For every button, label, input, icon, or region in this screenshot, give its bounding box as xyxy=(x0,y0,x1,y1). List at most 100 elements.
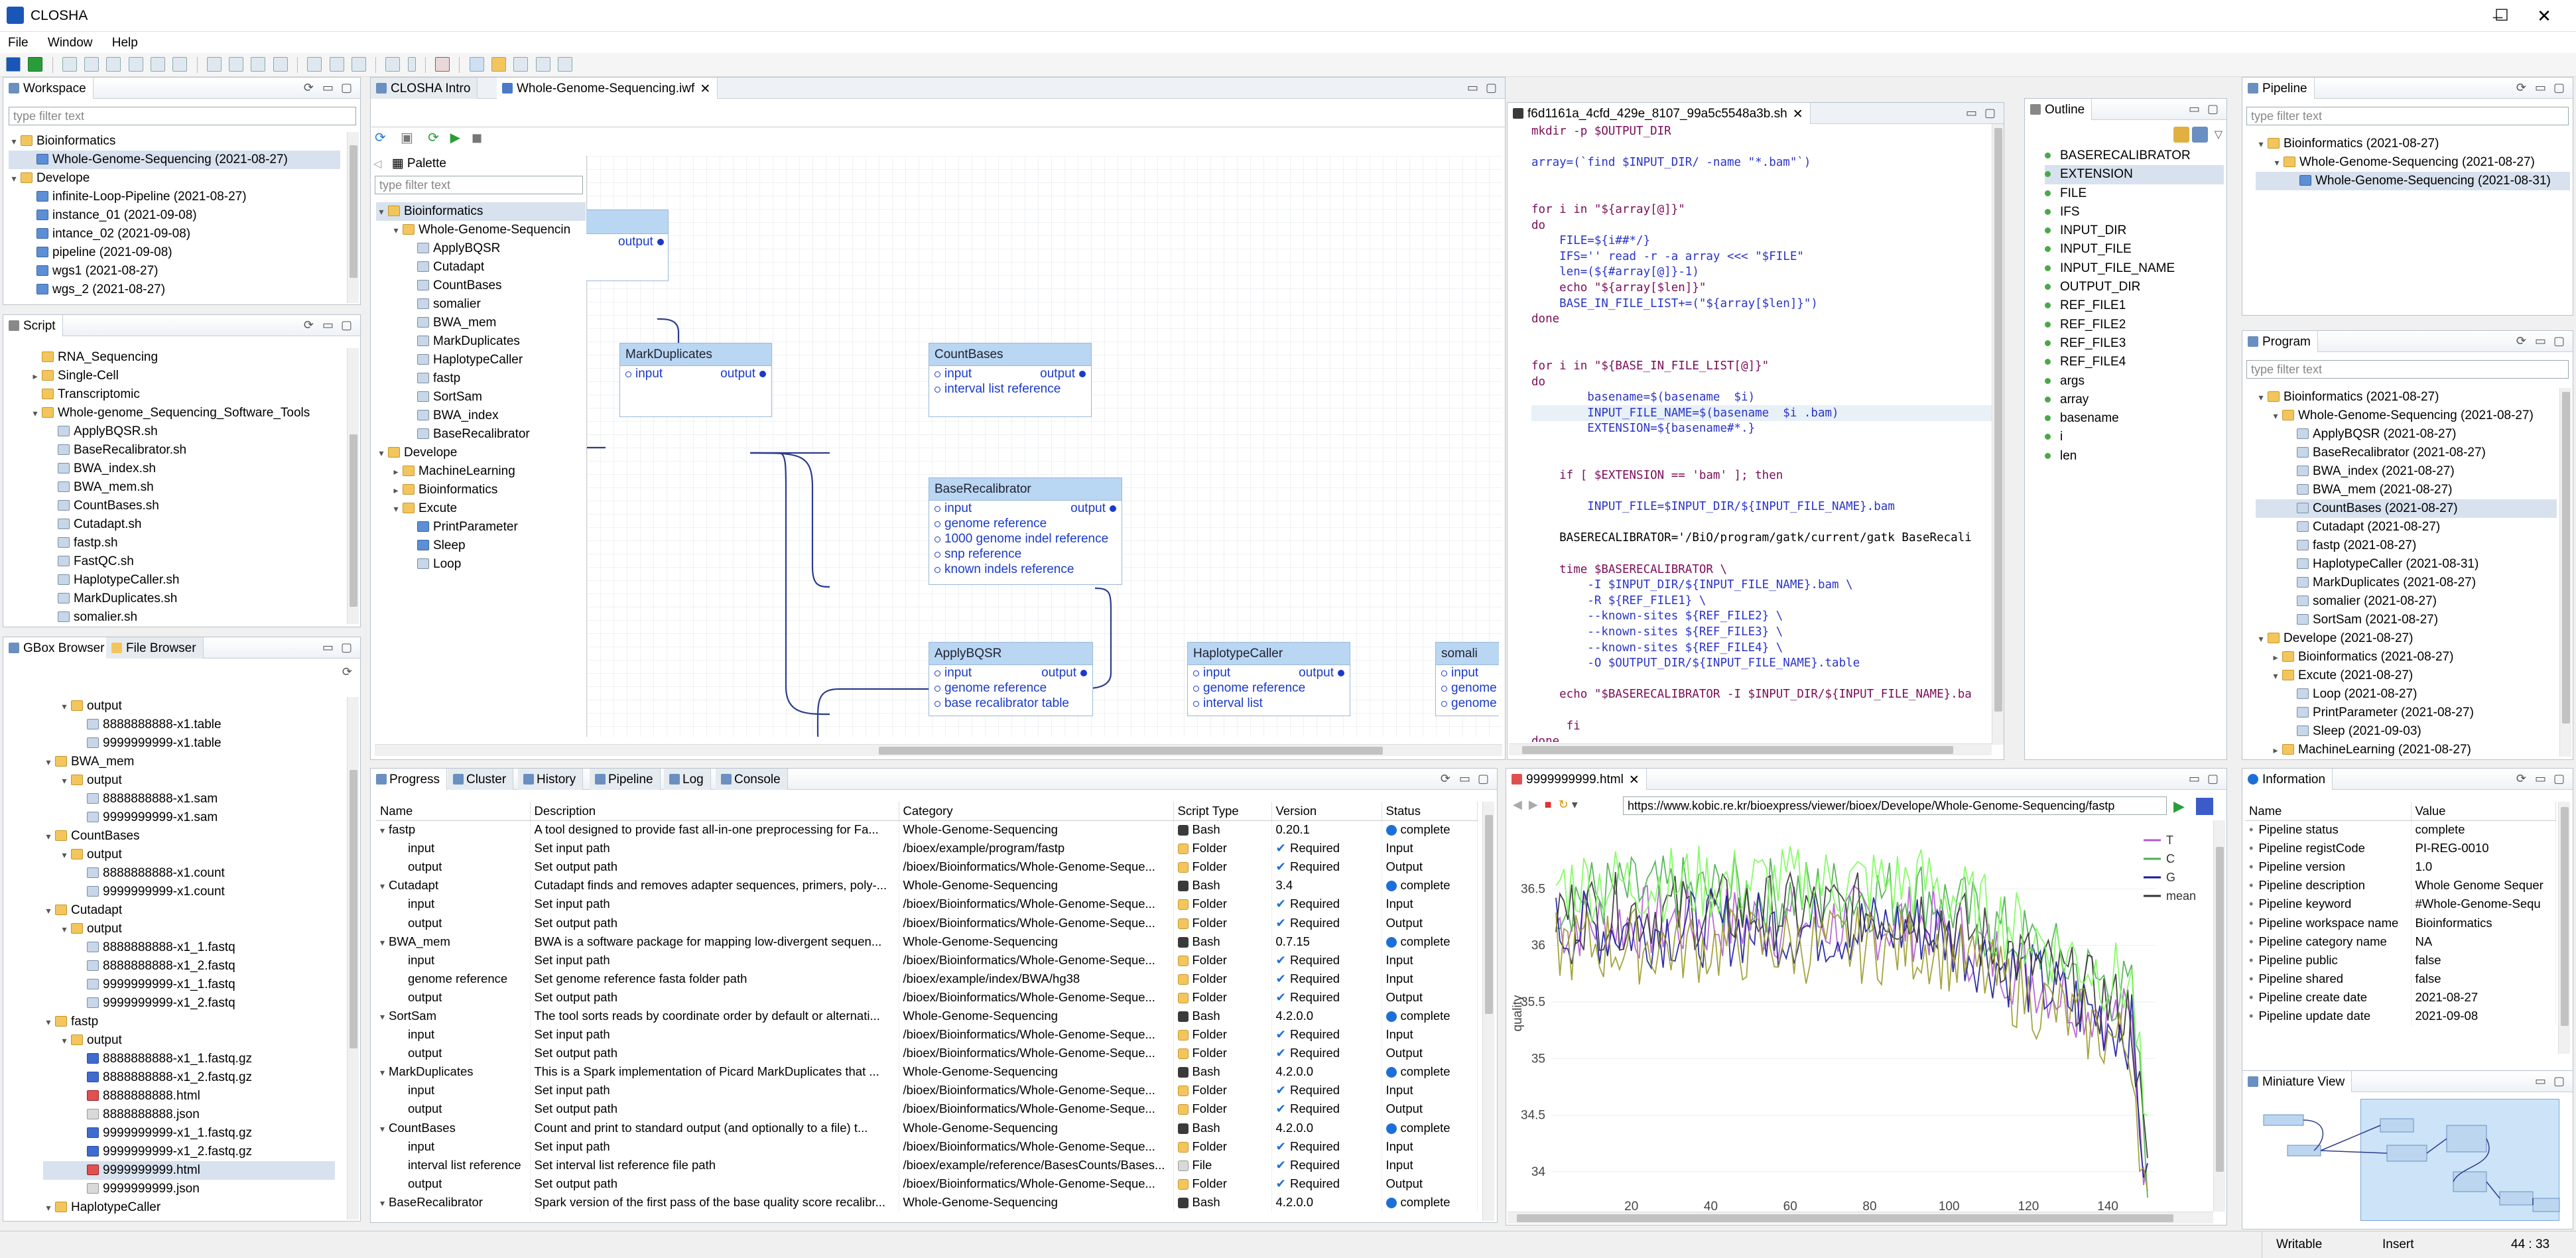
tree-node[interactable]: ▾ Excute (2021-08-27) xyxy=(2256,666,2557,685)
maximize-view-icon[interactable]: ▢ xyxy=(2553,1074,2565,1088)
expand-toggle-icon[interactable]: ▾ xyxy=(2273,670,2278,681)
expand-toggle-icon[interactable]: ▾ xyxy=(62,924,67,934)
expand-toggle-icon[interactable]: ▾ xyxy=(62,849,67,860)
expand-toggle-icon[interactable]: ▾ xyxy=(2258,392,2264,403)
tree-node[interactable]: 9999999999.json xyxy=(43,1180,335,1198)
table-row[interactable]: ▾ MarkDuplicates This is a Spark implement… xyxy=(376,1062,1478,1082)
minimize-view-icon[interactable]: ▭ xyxy=(2534,81,2546,94)
tab-file-browser[interactable]: File Browser xyxy=(106,637,204,659)
expand-toggle-icon[interactable]: ▸ xyxy=(393,466,399,477)
viewer-scrollbar[interactable] xyxy=(2213,820,2225,1212)
expand-toggle-icon[interactable]: ▾ xyxy=(393,503,399,514)
info-row[interactable]: • Pipeline category name NA xyxy=(2245,932,2556,951)
paragraph-icon[interactable] xyxy=(535,57,550,72)
view-menu-icon[interactable]: ▽ xyxy=(2214,129,2222,141)
info-row[interactable]: • Pipeline public false xyxy=(2245,950,2556,970)
run-all-icon[interactable]: ⟳ xyxy=(428,131,439,145)
tree-node[interactable]: fastp xyxy=(376,369,586,388)
info-row[interactable]: • Pipeline keyword #Whole-Genome-Sequ xyxy=(2245,895,2556,914)
tab-history[interactable]: History xyxy=(518,769,584,790)
expand-toggle-icon[interactable]: ▾ xyxy=(46,905,51,916)
outline-item[interactable]: args xyxy=(2045,372,2224,391)
tree-node[interactable]: 9999999999-x1_2.fastq xyxy=(43,994,335,1013)
tree-node[interactable]: instance_01 (2021-09-08) xyxy=(9,206,340,225)
tree-node[interactable]: ▾ Whole-Genome-Sequencin xyxy=(376,221,586,239)
table-row[interactable]: input Set input path/bioex/example/progra… xyxy=(376,839,1478,858)
tree-node[interactable]: Transcriptomic xyxy=(30,385,342,404)
tree-node[interactable]: 9999999999-x1.count xyxy=(43,883,335,901)
workflow-node-partial[interactable]: output xyxy=(586,210,669,281)
expand-toggle-icon[interactable]: ▾ xyxy=(11,136,17,147)
tree-node[interactable]: BWA_mem (2021-08-27) xyxy=(2256,481,2557,499)
tree-node[interactable]: ▸ Single-Cell xyxy=(30,367,342,385)
export-icon[interactable] xyxy=(172,57,188,72)
maximize-view-icon[interactable]: ▢ xyxy=(2207,102,2219,115)
column-header[interactable]: Status xyxy=(1382,802,1478,821)
expand-toggle-icon[interactable]: ▾ xyxy=(46,1202,51,1213)
tree-node[interactable]: 8888888888-x1.sam xyxy=(43,790,335,808)
expand-toggle-icon[interactable]: ▾ xyxy=(393,225,399,235)
tree-node[interactable]: FastQC.sh xyxy=(30,552,342,571)
tree-node[interactable]: Whole-Genome-Sequencing (2021-08-27) xyxy=(9,151,340,169)
tree-node[interactable]: BWA_mem.sh xyxy=(30,478,342,497)
tree-node[interactable]: Sleep xyxy=(376,536,586,555)
properties-icon[interactable] xyxy=(273,57,288,72)
tree-node[interactable]: CountBases xyxy=(376,277,586,295)
expand-toggle-icon[interactable]: ▸ xyxy=(393,485,399,495)
tree-node[interactable]: PrintParameter (2021-08-27) xyxy=(2256,704,2557,722)
tree-node[interactable]: ▾ Whole-genome_Sequencing_Software_Tools xyxy=(30,404,342,422)
expand-toggle-icon[interactable]: ▸ xyxy=(2273,652,2278,662)
tree-node[interactable]: ▾ Cutadapt xyxy=(43,901,335,920)
node-baserecalibrator[interactable]: BaseRecalibrator input output genome refe… xyxy=(929,477,1122,585)
viewer-hscrollbar[interactable] xyxy=(1508,1212,2213,1224)
minimize-view-icon[interactable]: ▭ xyxy=(2534,772,2546,785)
outline-item[interactable]: basename xyxy=(2045,409,2224,428)
tab-progress[interactable]: Progress xyxy=(371,769,448,790)
maximize-view-icon[interactable]: ▢ xyxy=(340,318,352,332)
expand-toggle-icon[interactable]: ▾ xyxy=(2273,410,2278,421)
code-vscrollbar[interactable] xyxy=(1992,124,2004,745)
code-hscrollbar[interactable] xyxy=(1509,743,1992,755)
column-header[interactable]: Version xyxy=(1271,802,1382,821)
workspace-filter-input[interactable]: type filter text xyxy=(9,107,356,125)
tree-node[interactable]: 8888888888-x1_1.fastq.gz xyxy=(43,1050,335,1068)
tree-node[interactable]: somalier (2021-08-27) xyxy=(2256,592,2557,611)
table-row[interactable]: output Set output path/bioex/Bioinformati… xyxy=(376,1174,1478,1193)
maximize-view-icon[interactable]: ▢ xyxy=(1485,81,1497,94)
table-row[interactable]: ▾ CountBases Count and print to standard o… xyxy=(376,1118,1478,1137)
tree-node[interactable]: BaseRecalibrator (2021-08-27) xyxy=(2256,444,2557,462)
duplicate-icon[interactable] xyxy=(385,57,401,72)
workspace-scrollbar[interactable] xyxy=(347,132,359,303)
run-icon[interactable]: ▶ xyxy=(450,131,460,145)
tree-node[interactable]: 8888888888-x1.count xyxy=(43,864,335,883)
outline-item[interactable]: len xyxy=(2045,447,2224,466)
dropdown-icon[interactable] xyxy=(407,57,416,72)
info-row[interactable]: • Pipeline description Whole Genome Sequer xyxy=(2245,876,2556,895)
tree-node[interactable]: pipeline (2021-09-08) xyxy=(9,243,340,262)
table-row[interactable]: input Set input path/bioex/Bioinformatics… xyxy=(376,1137,1478,1156)
tree-node[interactable]: CountBases.sh xyxy=(30,497,342,515)
new-workspace-icon[interactable] xyxy=(6,57,21,72)
maximize-view-icon[interactable]: ▢ xyxy=(2553,81,2565,94)
minimize-view-icon[interactable]: ▭ xyxy=(322,318,334,332)
table-row[interactable]: interval list reference Set interval list… xyxy=(376,1155,1478,1174)
maximize-view-icon[interactable]: ▢ xyxy=(1477,772,1489,785)
import-icon[interactable] xyxy=(84,57,99,72)
dropdown-icon[interactable]: ▾ xyxy=(1571,798,1578,811)
column-header[interactable]: Name xyxy=(376,802,531,821)
stop-icon[interactable]: ◼ xyxy=(471,131,483,145)
table-row[interactable]: input Set input path/bioex/Bioinformatics… xyxy=(376,1025,1478,1044)
info-row[interactable]: • Pipeline update date 2021-09-08 xyxy=(2245,1006,2556,1026)
tree-node[interactable]: ▾ fastp xyxy=(43,1013,335,1031)
table-row[interactable]: output Set output path/bioex/Bioinformati… xyxy=(376,987,1478,1007)
stop-load-icon[interactable]: ■ xyxy=(1544,798,1552,811)
tree-node[interactable]: Loop xyxy=(376,555,586,574)
info-row[interactable]: • Pipeline version 1.0 xyxy=(2245,857,2556,877)
reload-icon[interactable]: ↻ xyxy=(1558,798,1569,811)
upload-icon[interactable] xyxy=(307,57,322,72)
refresh-icon[interactable]: ⟳ xyxy=(375,131,386,145)
maximize-view-icon[interactable]: ▢ xyxy=(340,81,352,94)
tree-node[interactable]: ▾ Develope xyxy=(376,444,586,462)
menu-window[interactable]: Window xyxy=(47,36,93,50)
info-scrollbar[interactable] xyxy=(2558,802,2570,1054)
